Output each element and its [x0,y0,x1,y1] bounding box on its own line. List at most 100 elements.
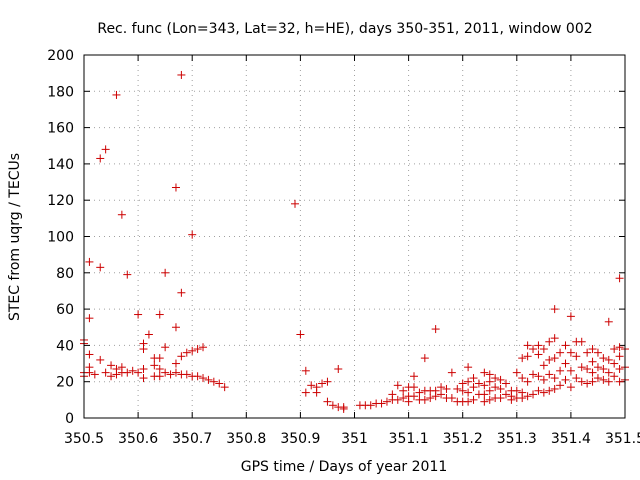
data-point [604,317,613,326]
x-tick-label: 350.9 [280,431,320,447]
data-point [220,383,229,392]
data-point [491,383,500,392]
y-tick-label: 160 [47,121,74,137]
data-point [545,337,554,346]
data-point [545,370,554,379]
data-point [420,395,429,404]
data-point [426,394,435,403]
data-point [485,386,494,395]
data-point [161,343,170,352]
y-tick-label: 200 [47,48,74,64]
data-point [139,345,148,354]
data-point [204,375,213,384]
data-point [583,348,592,357]
data-point [593,374,602,383]
y-tick-label: 140 [47,157,74,173]
data-point [123,368,132,377]
data-point [588,345,597,354]
data-point [464,363,473,372]
data-point [323,377,332,386]
data-point [523,377,532,386]
data-point [85,314,94,323]
data-point [507,395,516,404]
data-point [90,370,99,379]
data-point [177,352,186,361]
data-point [431,325,440,334]
data-point [155,364,164,373]
data-point [393,381,402,390]
data-point [85,350,94,359]
data-point [599,354,608,363]
data-point [599,364,608,373]
data-point [339,404,348,413]
data-point [480,397,489,406]
data-point [393,395,402,404]
data-points [80,70,629,413]
data-point [561,359,570,368]
data-point [577,337,586,346]
x-tick-label: 351.5 [605,431,640,447]
data-point [550,354,559,363]
data-point [334,364,343,373]
data-point [193,372,202,381]
data-point [599,375,608,384]
data-point [410,372,419,381]
data-point [166,370,175,379]
data-point [96,263,105,272]
data-point [139,364,148,373]
data-point [588,368,597,377]
data-point [307,381,316,390]
data-point [577,377,586,386]
data-point [193,345,202,354]
x-axis: 350.5 350.6 350.7 350.8 350.9 351 351.1 351.2 35… [64,55,640,447]
data-point [610,359,619,368]
x-tick-label: 350.8 [226,431,266,447]
data-point [171,323,180,332]
data-point [323,397,332,406]
data-point [523,341,532,350]
data-point [388,390,397,399]
plot-frame [83,54,626,419]
data-point [539,375,548,384]
data-point [377,399,386,408]
data-point [188,346,197,355]
data-point [150,361,159,370]
data-point [123,270,132,279]
data-point [501,390,510,399]
data-point [545,386,554,395]
data-point [501,379,510,388]
data-point [318,379,327,388]
y-tick-label: 0 [65,411,74,427]
data-point [188,230,197,239]
data-point [572,352,581,361]
data-point [107,361,116,370]
data-point [566,383,575,392]
data-point [523,352,532,361]
data-point [496,384,505,393]
data-point [155,354,164,363]
data-point [171,183,180,192]
data-point [161,268,170,277]
data-point [155,310,164,319]
data-point [117,210,126,219]
data-point [328,401,337,410]
data-point [485,377,494,386]
data-point [312,388,321,397]
data-point [566,312,575,321]
data-point [556,381,565,390]
data-point [144,330,153,339]
data-point [134,310,143,319]
data-point [604,355,613,364]
data-point [539,345,548,354]
data-point [296,330,305,339]
data-point [112,90,121,99]
data-point [112,364,121,373]
data-point [518,394,527,403]
data-point [464,377,473,386]
data-point [85,257,94,266]
data-point [209,377,218,386]
data-point [155,372,164,381]
chart-title: Rec. func (Lon=343, Lat=32, h=HE), days … [97,21,592,37]
data-point [96,154,105,163]
data-point [410,392,419,401]
